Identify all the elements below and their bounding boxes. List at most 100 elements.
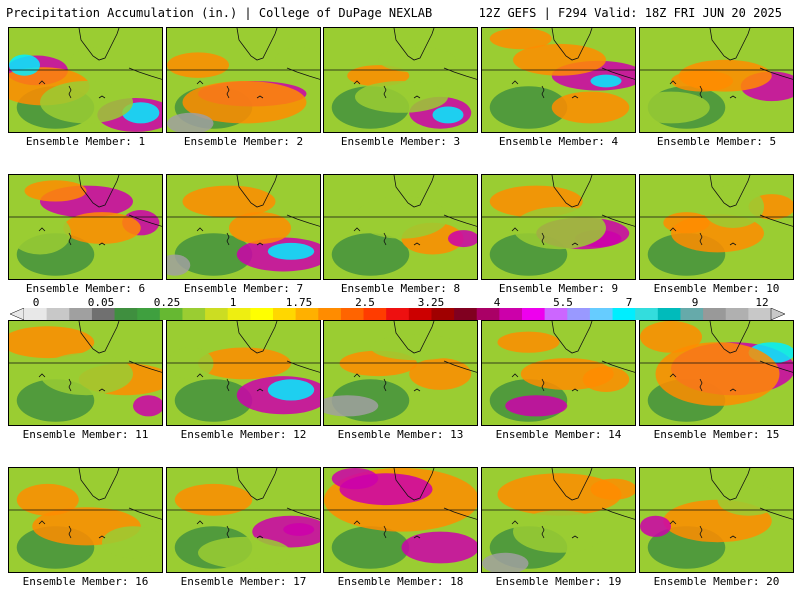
colorbar-swatch (703, 308, 727, 320)
precip-region (63, 212, 141, 244)
colorbar-tick-label: 0 (32, 296, 40, 309)
ensemble-member-map (323, 174, 478, 280)
precip-region (378, 47, 456, 73)
precip-region (267, 379, 315, 401)
colorbar-swatch (340, 308, 365, 320)
precip-region (267, 242, 315, 260)
terrain-contours (353, 80, 421, 99)
precip-region (505, 395, 568, 417)
ensemble-member-label: Ensemble Member: 9 (498, 282, 619, 295)
colorbar-swatch (657, 308, 681, 320)
ensemble-member-map (481, 320, 636, 426)
precip-region (513, 510, 606, 553)
precip-region (331, 468, 379, 490)
terrain-contours (353, 227, 421, 246)
terrain-contours (669, 373, 737, 392)
terrain-contours (196, 80, 264, 99)
precip-region (331, 526, 410, 569)
terrain-contours (511, 227, 579, 246)
colorbar-swatch (114, 308, 138, 320)
precip-region (229, 212, 291, 244)
colorbar-swatch (91, 308, 116, 320)
precip-region (167, 52, 229, 78)
precip-region (9, 54, 40, 76)
precip-region (582, 366, 630, 393)
ensemble-member-label: Ensemble Member: 17 (180, 575, 307, 588)
colorbar-swatch (250, 308, 274, 320)
precip-region (174, 233, 253, 276)
ensemble-member-label: Ensemble Member: 18 (337, 575, 464, 588)
ensemble-member-label: Ensemble Member: 7 (183, 282, 304, 295)
precip-region (9, 326, 95, 359)
precip-region (590, 478, 635, 500)
ensemble-member-map (323, 27, 478, 133)
terrain-contours (353, 520, 421, 539)
precip-region (167, 254, 191, 276)
colorbar-swatch (318, 308, 342, 320)
ensemble-member-map (323, 467, 478, 573)
precip-region (590, 74, 622, 88)
ensemble-member-label: Ensemble Member: 10 (653, 282, 780, 295)
terrain-contours (196, 373, 264, 392)
precip-region (102, 526, 162, 559)
precip-region (482, 552, 529, 572)
colorbar-tick-label: 4 (493, 296, 501, 309)
ensemble-member-map (639, 27, 794, 133)
colorbar-swatch (431, 308, 455, 320)
colorbar-swatch (69, 308, 93, 320)
precip-region (489, 86, 568, 129)
precip-region (513, 206, 606, 250)
ensemble-member-map (481, 467, 636, 573)
precip-region (717, 483, 780, 516)
ensemble-member-label: Ensemble Member: 14 (495, 428, 622, 441)
precip-region (355, 81, 448, 113)
colorbar-swatch (24, 308, 48, 320)
colorbar-swatch (205, 308, 229, 320)
precip-region (40, 352, 133, 396)
ensemble-member-map (481, 174, 636, 280)
precip-region (655, 342, 780, 406)
ensemble-member-label: Ensemble Member: 3 (340, 135, 461, 148)
colorbar-swatch (499, 308, 523, 320)
ensemble-member-label: Ensemble Member: 11 (22, 428, 149, 441)
colorbar-tick-label: 12 (755, 296, 769, 309)
precip-region (432, 106, 464, 124)
terrain-contours (196, 520, 264, 539)
ensemble-member-label: Ensemble Member: 5 (656, 135, 777, 148)
colorbar-swatch (137, 308, 161, 320)
colorbar-swatch (589, 308, 614, 320)
ensemble-member-map (166, 320, 321, 426)
terrain-contours (511, 80, 579, 99)
ensemble-member-label: Ensemble Member: 13 (337, 428, 464, 441)
ensemble-member-map (639, 174, 794, 280)
colorbar-swatch (386, 308, 410, 320)
precip-region (331, 233, 410, 276)
colorbar-max-arrow (770, 308, 785, 320)
ensemble-member-label: Ensemble Member: 20 (653, 575, 780, 588)
ensemble-member-label: Ensemble Member: 8 (340, 282, 461, 295)
precip-region (24, 180, 87, 202)
ensemble-member-map (8, 467, 163, 573)
ensemble-member-map (166, 27, 321, 133)
model-run-info: 12Z GEFS | F294 Valid: 18Z FRI JUN 20 20… (478, 6, 782, 20)
terrain-contours (38, 80, 106, 99)
precip-region (497, 331, 560, 353)
colorbar-swatch (159, 308, 183, 320)
colorbar-swatch (476, 308, 500, 320)
precip-region (640, 321, 702, 353)
ensemble-member-map (166, 467, 321, 573)
colorbar-swatch (544, 308, 568, 320)
precip-region (198, 536, 291, 569)
colorbar-swatch (227, 308, 251, 320)
precip-region (409, 358, 472, 390)
terrain-contours (669, 520, 737, 539)
precip-region (497, 473, 622, 516)
ensemble-member-label: Ensemble Member: 16 (22, 575, 149, 588)
terrain-contours (38, 227, 106, 246)
colorbar-tick-label: 1.75 (285, 296, 313, 309)
precip-region (167, 112, 214, 132)
colorbar-tick-label: 3.25 (417, 296, 445, 309)
ensemble-member-label: Ensemble Member: 2 (183, 135, 304, 148)
precip-region (347, 65, 410, 87)
colorbar-swatch (46, 308, 70, 320)
